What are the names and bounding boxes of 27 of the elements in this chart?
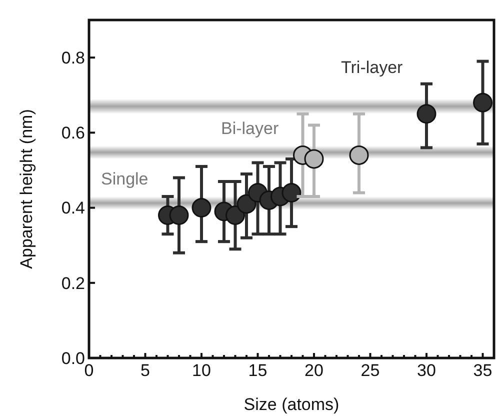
x-tick-label: 35 xyxy=(473,361,492,380)
band-label: Tri-layer xyxy=(341,58,404,77)
band-label: Single xyxy=(101,170,148,189)
point xyxy=(236,194,256,214)
x-tick-label: 25 xyxy=(360,361,380,380)
x-tick-label: 10 xyxy=(192,361,211,380)
band-label: Bi-layer xyxy=(221,118,279,138)
point xyxy=(416,104,436,124)
point xyxy=(192,198,212,218)
point xyxy=(226,206,245,226)
x-tick-label: 20 xyxy=(304,361,324,380)
x-tick-label: 30 xyxy=(417,361,436,380)
y-tick-label: 0.2 xyxy=(61,274,85,293)
x-tick-label: 0 xyxy=(84,361,94,380)
y-axis-title: Apparent height (nm) xyxy=(17,109,36,269)
y-tick-label: 0.8 xyxy=(61,48,85,68)
point xyxy=(349,145,369,165)
y-tick-label: 0.6 xyxy=(61,124,85,143)
point xyxy=(304,149,324,169)
point xyxy=(282,183,302,203)
point xyxy=(169,206,189,226)
point xyxy=(473,92,492,112)
y-tick-label: 0.0 xyxy=(61,348,85,368)
x-axis-title: Size (atoms) xyxy=(244,395,340,414)
x-tick-label: 5 xyxy=(140,361,150,380)
x-tick-label: 15 xyxy=(248,361,268,380)
y-tick-label: 0.4 xyxy=(61,198,85,218)
